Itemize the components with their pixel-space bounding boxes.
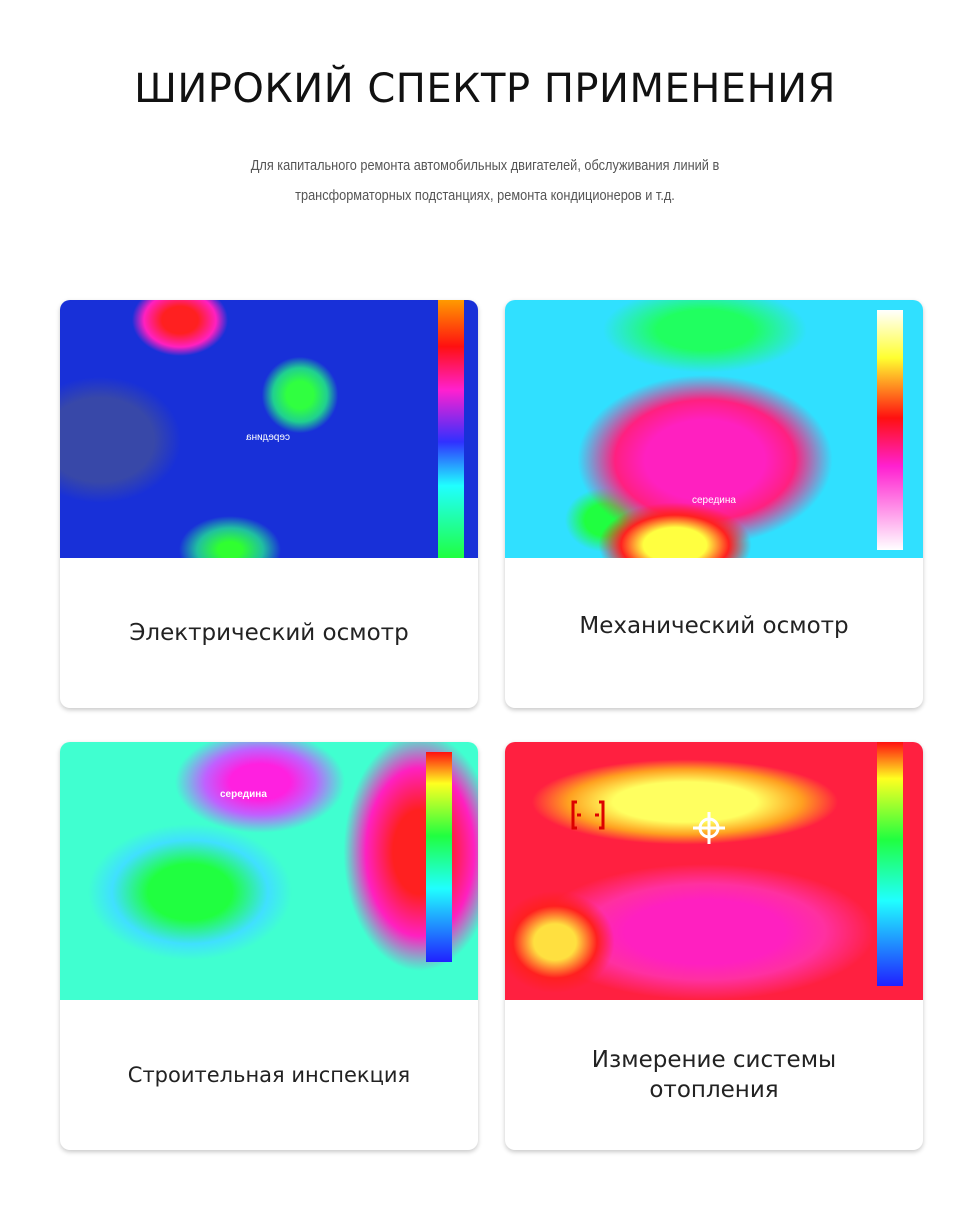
color-scale (877, 742, 903, 986)
card-label: Строительная инспекция (127, 1063, 411, 1087)
card-label: Измерение системы отопления (591, 1047, 837, 1103)
card[interactable]: середина Электрический осмотр (60, 300, 478, 708)
card-label: Механический осмотр (579, 613, 849, 639)
card[interactable]: середина Строительная инспекция (60, 742, 478, 1150)
image-label: середина (220, 789, 267, 800)
card[interactable]: середина Механический осмотр (505, 300, 923, 708)
section-title: ШИРОКИЙ СПЕКТР ПРИМЕНЕНИЯ (134, 66, 836, 112)
image-label: середина (692, 495, 736, 506)
subtitle-line: трансформаторных подстанциях, ремонта ко… (295, 188, 675, 204)
target-markers (571, 800, 725, 844)
thermal-image: середина (60, 742, 478, 1000)
card-label: Электрический осмотр (129, 620, 409, 646)
color-scale (438, 300, 464, 558)
subtitle-line: Для капитального ремонта автомобильных д… (250, 158, 720, 174)
thermal-image: середина (60, 300, 478, 558)
thermal-image: середина (505, 300, 923, 558)
color-scale (426, 752, 452, 962)
thermal-image (505, 742, 923, 1000)
card[interactable]: Измерение системы отопления (505, 742, 923, 1150)
color-scale (877, 310, 903, 550)
image-label: середина (246, 432, 290, 443)
